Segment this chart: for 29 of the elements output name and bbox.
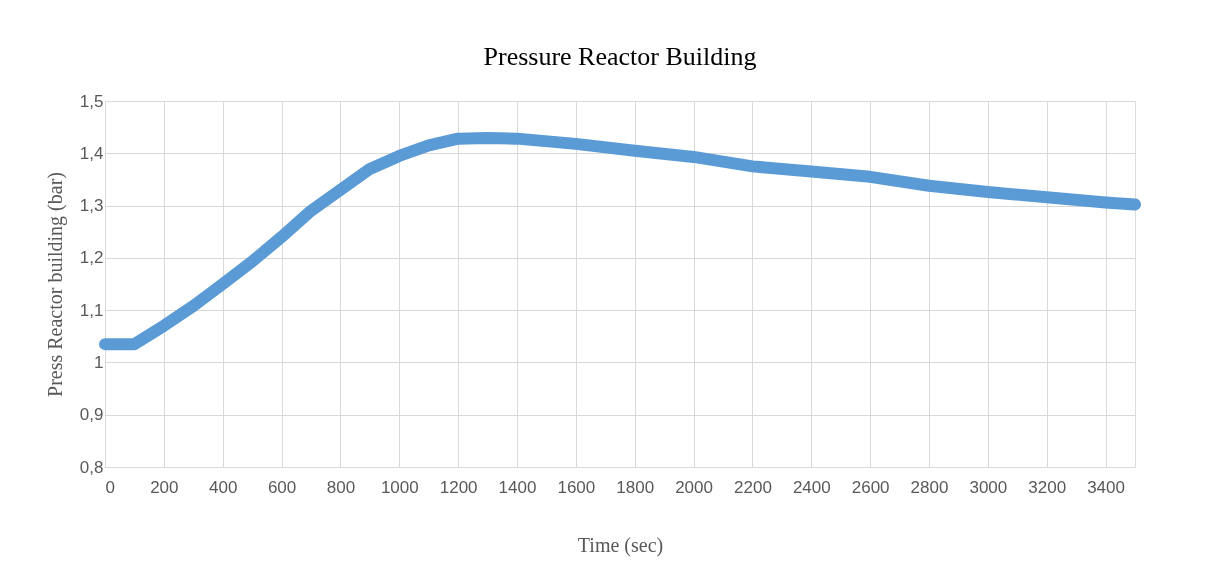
x-tick-label: 2400 <box>792 477 831 497</box>
y-tick-label: 1,3 <box>79 196 104 216</box>
y-tick-label: 1 <box>94 352 104 372</box>
x-tick-label: 1000 <box>380 477 419 497</box>
y-tick-label: 1,5 <box>79 91 104 111</box>
y-tick-label: 1,2 <box>79 248 104 268</box>
x-tick-label: 1800 <box>616 477 655 497</box>
y-tick-label: 0,8 <box>79 457 104 477</box>
y-tick-label: 0,9 <box>79 405 104 425</box>
x-tick-label: 800 <box>326 477 356 497</box>
x-axis-title: Time (sec) <box>577 533 664 557</box>
y-tick-label: 1,4 <box>79 143 104 163</box>
chart-title: Pressure Reactor Building <box>483 42 757 71</box>
x-tick-label: 600 <box>267 477 297 497</box>
x-tick-label: 2800 <box>910 477 949 497</box>
x-tick-label: 3000 <box>969 477 1008 497</box>
y-tick-label: 1,1 <box>79 300 104 320</box>
x-tick-label: 0 <box>105 477 115 497</box>
x-tick-label: 2000 <box>675 477 713 497</box>
x-tick-label: 1600 <box>557 477 596 497</box>
x-tick-label: 200 <box>150 477 179 497</box>
x-tick-label: 3200 <box>1028 477 1067 497</box>
x-tick-label: 1200 <box>439 477 478 497</box>
x-tick-label: 2200 <box>734 477 772 497</box>
x-tick-label: 1400 <box>498 477 537 497</box>
y-axis-title: Press Reactor building (bar) <box>43 172 67 397</box>
x-tick-label: 2600 <box>851 477 890 497</box>
x-tick-label: 400 <box>209 477 238 497</box>
x-tick-label: 3400 <box>1087 477 1125 497</box>
